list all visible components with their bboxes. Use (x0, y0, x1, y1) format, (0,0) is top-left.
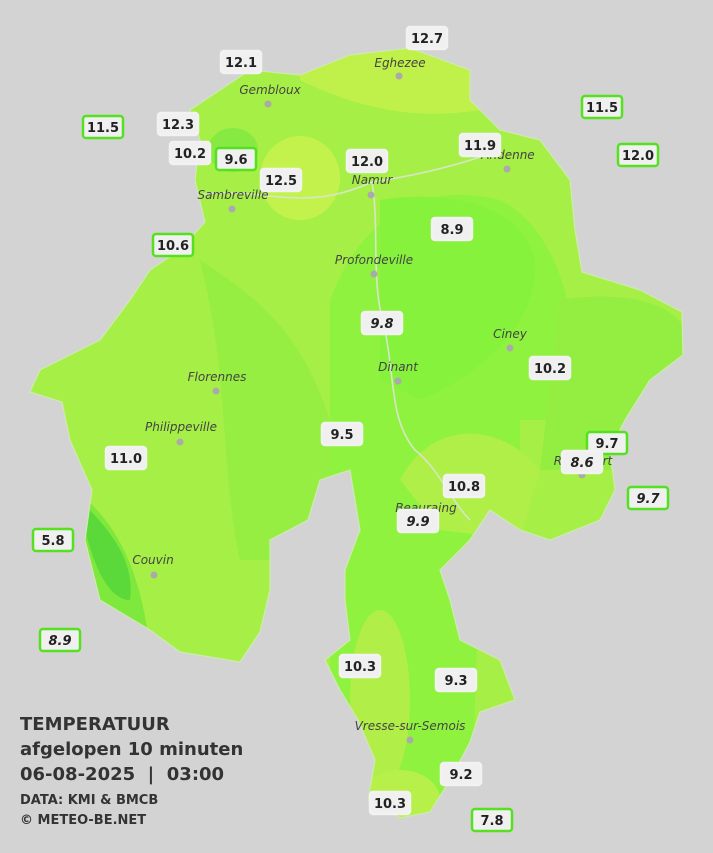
station-label: 8.9 (48, 634, 71, 649)
town-label: Philippeville (145, 420, 217, 434)
town-label: Vresse-sur-Semois (355, 719, 466, 733)
station-label: 10.6 (157, 239, 189, 254)
town-label: Ciney (493, 327, 528, 341)
station-box (345, 148, 389, 174)
town-dot (176, 438, 184, 446)
station-label: 11.9 (464, 139, 496, 154)
station-label: 9.7 (595, 437, 618, 452)
station-box (434, 667, 478, 693)
town-dot (212, 387, 220, 395)
station-label: 9.8 (370, 317, 393, 332)
station-box (396, 508, 440, 534)
station-label: 12.0 (622, 149, 654, 164)
town-dot (395, 72, 403, 80)
station-box (156, 111, 200, 137)
station-box (151, 232, 195, 258)
station-box (259, 167, 303, 193)
town-label: Eghezee (374, 56, 425, 70)
station-label: 9.6 (224, 153, 247, 168)
station-label: 10.2 (534, 362, 566, 377)
subtitle: afgelopen 10 minuten (20, 739, 243, 760)
station-label: 11.0 (110, 452, 142, 467)
station-label: 12.7 (411, 32, 443, 47)
station-box (214, 146, 258, 172)
rivers (199, 149, 501, 521)
town-dot (406, 736, 414, 744)
station-label: 10.8 (448, 480, 480, 495)
copyright: © METEO-BE.NET (20, 813, 146, 828)
station-box (320, 421, 364, 447)
station-label: 10.3 (374, 797, 406, 812)
town-dot (264, 100, 272, 108)
station-label: 12.3 (162, 118, 194, 133)
station-box (616, 142, 660, 168)
town-label: Florennes (188, 370, 247, 384)
town-dot (503, 165, 511, 173)
station-box (38, 627, 82, 653)
station-label: 10.3 (344, 660, 376, 675)
source: DATA: KMI & BMCB (20, 793, 158, 808)
station-label: 11.5 (87, 121, 119, 136)
station-label: 9.2 (449, 768, 472, 783)
station-box (31, 527, 75, 553)
station-box (442, 473, 486, 499)
station-box (470, 807, 514, 833)
station-box (368, 790, 412, 816)
station-label: 11.5 (586, 101, 618, 116)
station-box (458, 132, 502, 158)
station-label: 7.8 (480, 814, 503, 829)
station-box (405, 25, 449, 51)
town-dot (150, 571, 158, 579)
town-dot (506, 344, 514, 352)
station-label: 12.0 (351, 155, 383, 170)
station-label: 9.7 (636, 492, 660, 507)
station-box (560, 449, 604, 475)
town-label: Namur (352, 173, 394, 187)
town-dot (228, 205, 236, 213)
town-label: Sambreville (197, 188, 268, 202)
town-dot (367, 191, 375, 199)
station-label: 8.9 (440, 223, 463, 238)
town-label: Gembloux (239, 83, 301, 97)
town-label: Couvin (132, 553, 173, 567)
station-label: 10.2 (174, 147, 206, 162)
station-label: 9.3 (444, 674, 467, 689)
station-label: 5.8 (41, 534, 64, 549)
station-label: 9.5 (330, 428, 353, 443)
station-box (439, 761, 483, 787)
town-dot (370, 270, 378, 278)
station-box (528, 355, 572, 381)
station-box (168, 140, 212, 166)
station-box (338, 653, 382, 679)
station-label: 8.6 (570, 456, 593, 471)
station-label: 9.9 (406, 515, 429, 530)
station-box (104, 445, 148, 471)
station-box (580, 94, 624, 120)
station-box (360, 310, 404, 336)
station-box (430, 216, 474, 242)
station-box (585, 430, 629, 456)
town-label: Dinant (378, 360, 419, 374)
station-box (626, 485, 670, 511)
town-label: Profondeville (335, 253, 413, 267)
town-dot (394, 377, 402, 385)
datetime: 06-08-2025 | 03:00 (20, 764, 224, 785)
station-label: 12.5 (265, 174, 297, 189)
title: TEMPERATUUR (20, 714, 170, 735)
station-box (219, 49, 263, 75)
station-label: 12.1 (225, 56, 257, 71)
station-box (81, 114, 125, 140)
